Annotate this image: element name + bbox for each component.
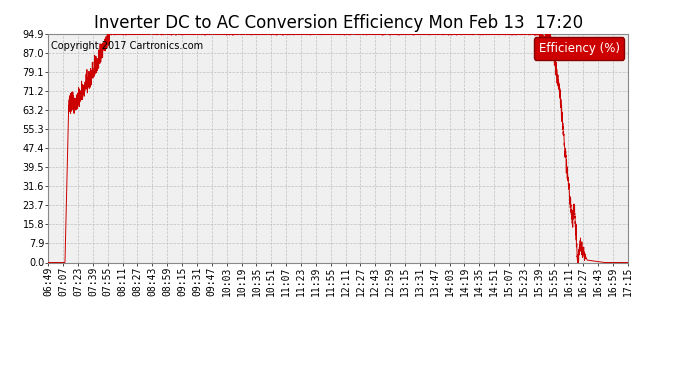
Legend: Efficiency (%): Efficiency (%) [534, 37, 624, 60]
Text: Copyright 2017 Cartronics.com: Copyright 2017 Cartronics.com [51, 40, 204, 51]
Title: Inverter DC to AC Conversion Efficiency Mon Feb 13  17:20: Inverter DC to AC Conversion Efficiency … [94, 14, 582, 32]
